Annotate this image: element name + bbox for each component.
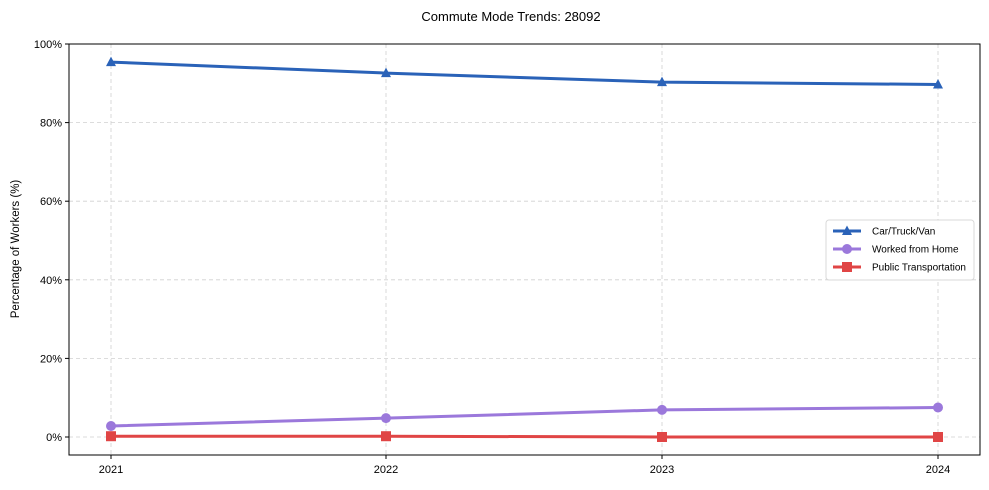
y-axis: 0% 20% 40% 60% 80% 100% <box>34 39 69 444</box>
circle-marker <box>842 244 852 254</box>
circle-marker <box>381 413 391 424</box>
circle-marker <box>657 404 667 415</box>
triangle-marker <box>381 67 391 78</box>
triangle-marker <box>106 56 116 67</box>
square-marker <box>842 262 852 272</box>
y-tick-label: 80% <box>40 118 62 130</box>
legend-label: Worked from Home <box>872 245 959 256</box>
circle-marker <box>933 402 943 413</box>
legend-item: Public Transportation <box>833 262 966 274</box>
triangle-marker <box>933 78 943 89</box>
triangle-marker <box>657 76 667 87</box>
square-marker <box>381 431 391 442</box>
series-lines <box>106 56 943 442</box>
square-marker <box>657 432 667 442</box>
series-line <box>110 60 939 86</box>
x-axis: 2021 2022 2023 2024 <box>99 455 950 476</box>
legend: Car/Truck/Van Worked from Home Public Tran… <box>825 219 975 281</box>
y-tick-label: 40% <box>40 275 62 287</box>
legend-label: Car/Truck/Van <box>872 227 935 238</box>
circle-marker <box>106 420 116 431</box>
series-public-transportation <box>106 431 943 442</box>
series-worked-from-home <box>106 402 943 431</box>
x-tick-label: 2021 <box>99 464 123 476</box>
legend-item: Worked from Home <box>833 244 959 256</box>
plot-frame <box>68 43 981 456</box>
series-line <box>110 406 939 428</box>
y-tick-label: 100% <box>34 39 62 51</box>
series-line <box>111 434 938 439</box>
legend-box <box>825 219 975 281</box>
triangle-marker <box>842 225 852 235</box>
legend-item: Car/Truck/Van <box>833 225 935 238</box>
x-tick-label: 2023 <box>650 464 674 476</box>
series-car-truck-van <box>106 56 943 89</box>
y-tick-label: 60% <box>40 196 62 208</box>
legend-label: Public Transportation <box>872 263 966 274</box>
y-axis-label: Percentage of Workers (%) <box>10 180 22 319</box>
x-tick-label: 2022 <box>374 464 398 476</box>
square-marker <box>106 431 116 442</box>
y-tick-label: 0% <box>46 432 62 444</box>
square-marker <box>933 432 943 442</box>
x-tick-label: 2024 <box>926 464 950 476</box>
chart-title: Commute Mode Trends: 28092 <box>421 9 600 24</box>
y-tick-label: 20% <box>40 353 62 365</box>
